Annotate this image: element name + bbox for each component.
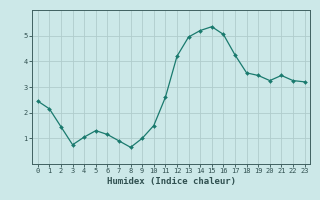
X-axis label: Humidex (Indice chaleur): Humidex (Indice chaleur) (107, 177, 236, 186)
